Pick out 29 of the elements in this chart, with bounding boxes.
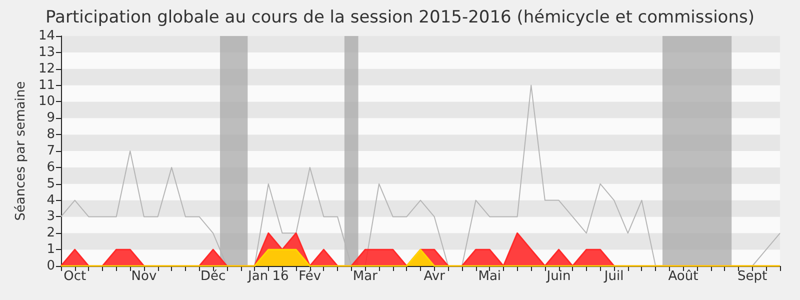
- x-tick-label: Fév: [298, 269, 322, 284]
- x-tick-label: Juil: [603, 269, 624, 284]
- x-tick-label: Mar: [352, 269, 378, 284]
- x-tick-label: Avr: [424, 269, 446, 284]
- x-tick-label: Mai: [478, 269, 502, 284]
- y-axis-title: Séances par semaine: [14, 81, 29, 221]
- y-tick-label: 14: [38, 28, 55, 44]
- y-tick-label: 8: [46, 127, 55, 142]
- y-tick-label: 7: [46, 144, 55, 158]
- x-tick-label: Jan 16: [247, 269, 289, 284]
- y-tick-label: 11: [38, 78, 55, 93]
- x-tick-label: Août: [668, 269, 698, 284]
- y-tick-label: 13: [38, 44, 55, 60]
- chart-title: Participation globale au cours de la session 2015-2016 (hémicycle et commissions): [46, 8, 754, 28]
- x-tick-label: Déc: [200, 269, 226, 284]
- y-tick-label: 1: [46, 242, 55, 258]
- y-tick-label: 9: [46, 110, 55, 126]
- x-tick-label: Nov: [131, 269, 157, 284]
- x-tick-label: Juin: [546, 269, 571, 284]
- y-tick-label: 4: [46, 192, 55, 208]
- y-tick-label: 12: [38, 61, 55, 76]
- y-tick-label: 5: [46, 176, 55, 192]
- x-tick-label: Sept: [738, 269, 768, 284]
- y-tick-label: 10: [38, 94, 55, 110]
- y-tick-label: 3: [46, 209, 55, 224]
- y-tick-label: 0: [46, 258, 55, 274]
- x-tick-label: Oct: [64, 269, 86, 284]
- y-tick-label: 6: [46, 160, 55, 175]
- y-tick-label: 2: [46, 226, 55, 241]
